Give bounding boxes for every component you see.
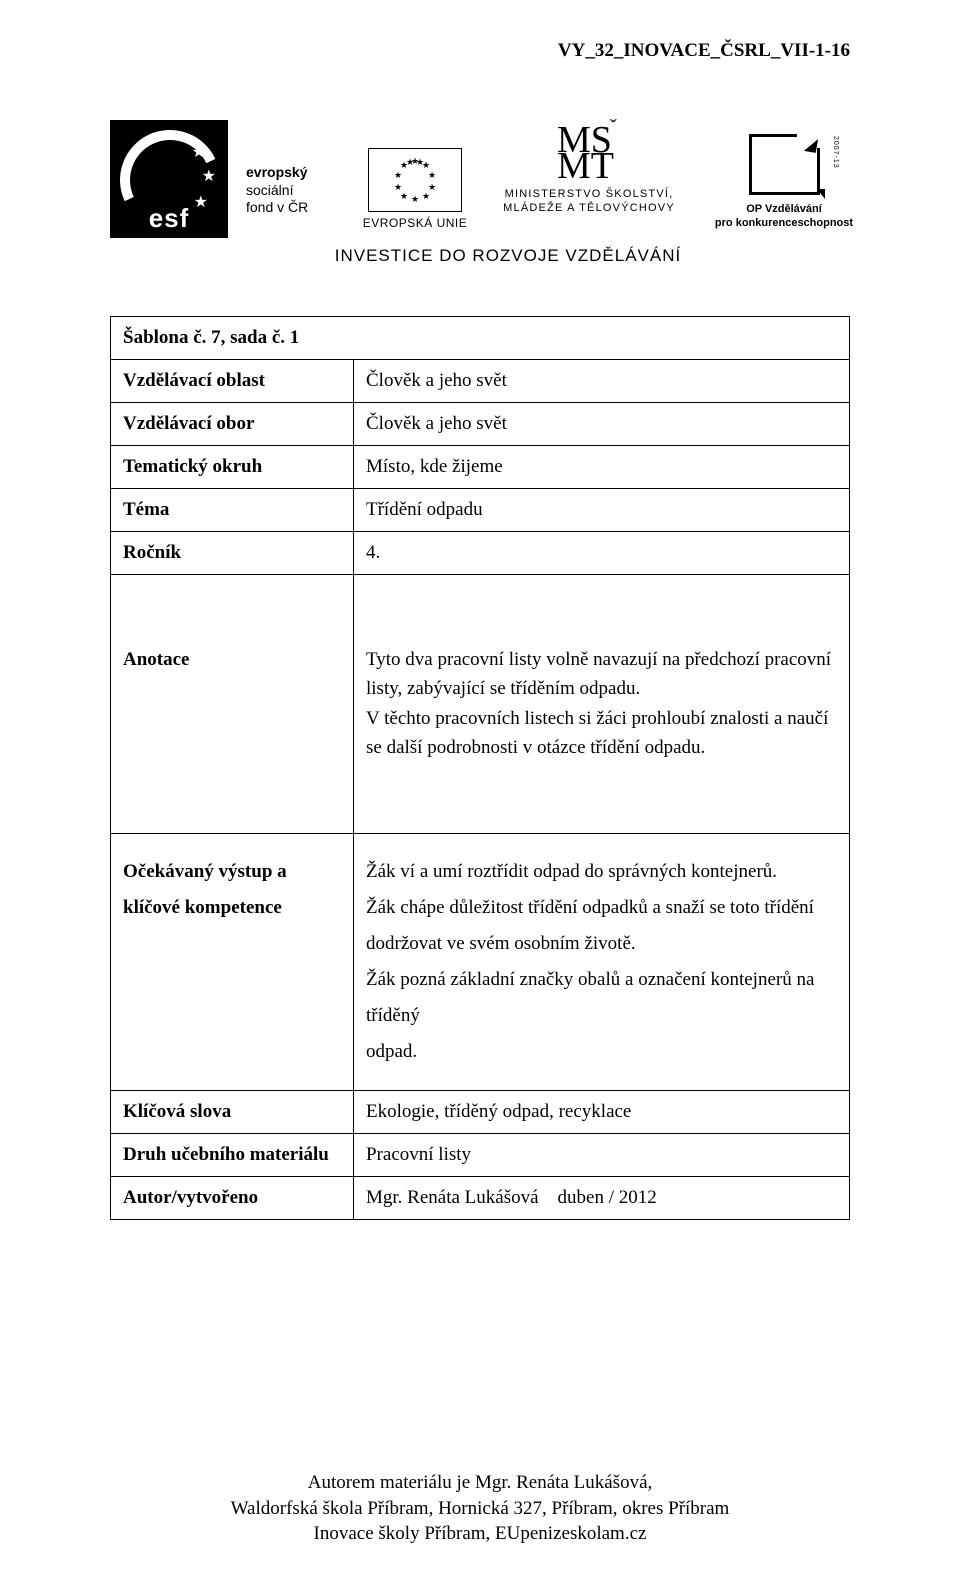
value-rocnik: 4. bbox=[354, 532, 850, 575]
value-tema: Třídění odpadu bbox=[354, 489, 850, 532]
label-anotace: Anotace bbox=[111, 575, 354, 834]
label-oblast: Vzdělávací oblast bbox=[111, 360, 354, 403]
eu-label: EVROPSKÁ UNIE bbox=[363, 216, 468, 230]
esf-line3: fond v ČR bbox=[246, 199, 336, 217]
msmt-line2: MLÁDEŽE A TĚLOVÝCHOVY bbox=[503, 201, 675, 216]
esf-logo: ★ ★ ★ esf bbox=[110, 120, 228, 238]
label-okruh: Tematický okruh bbox=[111, 446, 354, 489]
op-line1: OP Vzdělávání bbox=[715, 202, 853, 216]
footer: Autorem materiálu je Mgr. Renáta Lukášov… bbox=[0, 1470, 960, 1547]
logo-strip: ★ ★ ★ esf evropský sociální fond v ČR ★ … bbox=[110, 120, 850, 238]
footer-line3: Inovace školy Příbram, EUpenizeskolam.cz bbox=[0, 1521, 960, 1547]
op-side: 2007-13 bbox=[832, 136, 839, 169]
value-oblast: Člověk a jeho svět bbox=[354, 360, 850, 403]
value-obor: Člověk a jeho svět bbox=[354, 403, 850, 446]
row-template-title: Šablona č. 7, sada č. 1 bbox=[111, 317, 850, 360]
value-anotace: Tyto dva pracovní listy volně navazují n… bbox=[354, 575, 850, 834]
op-logo: 2007-13 OP Vzdělávání pro konkurencescho… bbox=[702, 134, 866, 231]
value-druh: Pracovní listy bbox=[354, 1134, 850, 1177]
metadata-table: Šablona č. 7, sada č. 1 Vzdělávací oblas… bbox=[110, 316, 850, 1220]
eu-logo: ★ ★ ★ ★ ★ ★ ★ ★ ★ ★ ★ ★ EVROPSKÁ UNIE bbox=[354, 148, 476, 230]
footer-line2: Waldorfská škola Příbram, Hornická 327, … bbox=[0, 1496, 960, 1522]
msmt-line1: MINISTERSTVO ŠKOLSTVÍ, bbox=[503, 187, 675, 202]
label-vystup: Očekávaný výstup a klíčové kompetence bbox=[111, 833, 354, 1091]
footer-line1: Autorem materiálu je Mgr. Renáta Lukášov… bbox=[0, 1470, 960, 1496]
value-vystup: Žák ví a umí roztřídit odpad do správnýc… bbox=[354, 833, 850, 1091]
label-tema: Téma bbox=[111, 489, 354, 532]
esf-abbr: esf bbox=[110, 203, 228, 234]
label-rocnik: Ročník bbox=[111, 532, 354, 575]
value-okruh: Místo, kde žijeme bbox=[354, 446, 850, 489]
op-line2: pro konkurenceschopnost bbox=[715, 216, 853, 230]
msmt-logo: MSˇ MT MINISTERSTVO ŠKOLSTVÍ, MLÁDEŽE A … bbox=[494, 124, 684, 216]
esf-line1: evropský bbox=[246, 164, 336, 182]
label-druh: Druh učebního materiálu bbox=[111, 1134, 354, 1177]
invest-tagline: INVESTICE DO ROZVOJE VZDĚLÁVÁNÍ bbox=[166, 246, 850, 266]
value-autor: Mgr. Renáta Lukášová duben / 2012 bbox=[354, 1177, 850, 1220]
esf-line2: sociální bbox=[246, 182, 336, 200]
label-slova: Klíčová slova bbox=[111, 1091, 354, 1134]
esf-text: evropský sociální fond v ČR bbox=[246, 164, 336, 217]
label-autor: Autor/vytvořeno bbox=[111, 1177, 354, 1220]
value-slova: Ekologie, tříděný odpad, recyklace bbox=[354, 1091, 850, 1134]
label-obor: Vzdělávací obor bbox=[111, 403, 354, 446]
document-code: VY_32_INOVACE_ČSRL_VII-1-16 bbox=[110, 40, 850, 62]
